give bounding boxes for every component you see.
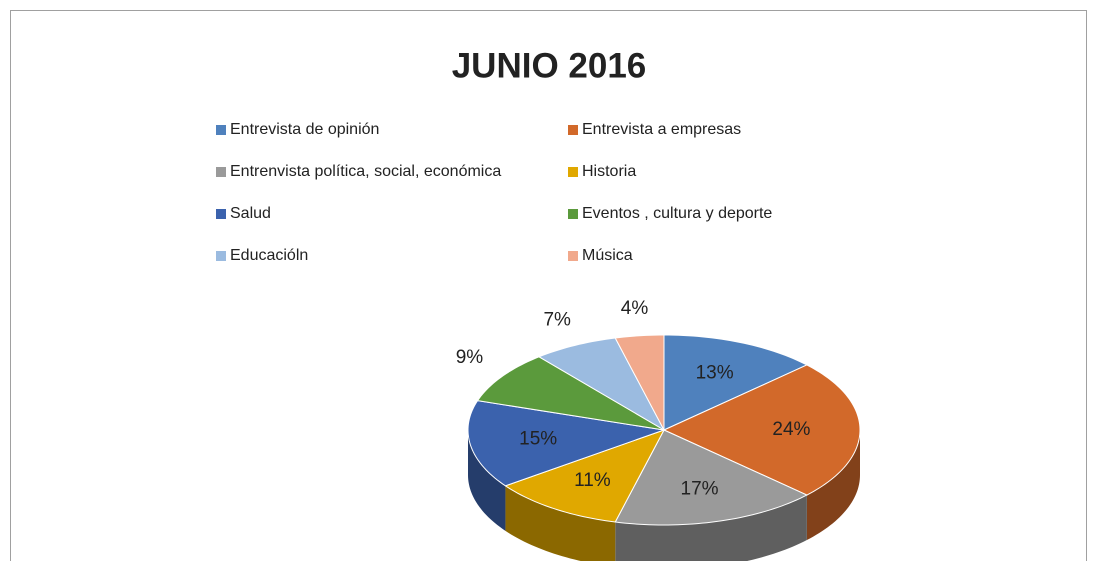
legend-marker	[216, 209, 226, 219]
data-label: 9%	[456, 347, 484, 368]
legend-marker	[568, 251, 578, 261]
pie-side	[806, 430, 860, 541]
pie-slice	[467, 400, 665, 487]
pie-slice	[537, 337, 666, 432]
pie-slice	[476, 356, 665, 431]
legend-label: Eventos , cultura y deporte	[582, 205, 772, 222]
legend-marker	[216, 125, 226, 135]
legend-label: Música	[582, 247, 633, 264]
pie-slice	[614, 334, 665, 431]
pie-slice	[663, 334, 809, 431]
legend-label: Educacióln	[230, 247, 308, 264]
pie-side	[468, 430, 506, 531]
legend-label: Entrevista de opinión	[230, 121, 379, 138]
legend-marker	[568, 209, 578, 219]
legend-marker	[216, 251, 226, 261]
data-label: 17%	[681, 478, 719, 499]
data-label: 24%	[772, 419, 810, 440]
data-label: 13%	[696, 362, 734, 383]
legend-label: Entrevista a empresas	[582, 121, 741, 138]
legend-marker	[568, 167, 578, 177]
legend-label: Entrenvista política, social, económica	[230, 163, 501, 180]
data-label: 7%	[543, 309, 571, 330]
data-label: 4%	[621, 298, 649, 319]
chart-title: JUNIO 2016	[452, 46, 647, 85]
pie-slice	[614, 429, 809, 526]
pie-slice	[662, 364, 861, 496]
pie-slice	[504, 429, 666, 523]
legend-label: Historia	[582, 163, 636, 180]
legend-marker	[568, 125, 578, 135]
data-label: 15%	[519, 429, 557, 450]
data-label: 11%	[574, 470, 611, 491]
pie-side	[615, 495, 807, 561]
pie-side	[505, 485, 616, 561]
legend-marker	[216, 167, 226, 177]
legend-label: Salud	[230, 205, 271, 222]
